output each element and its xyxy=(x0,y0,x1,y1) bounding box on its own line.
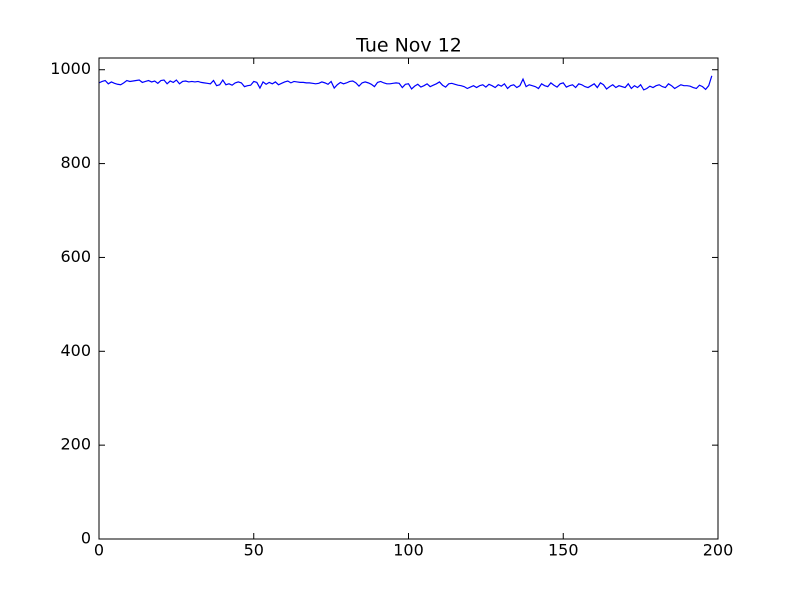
x-tick-label: 50 xyxy=(244,541,264,560)
y-tick-label: 400 xyxy=(60,341,91,360)
x-tick-label: 100 xyxy=(393,541,424,560)
x-tick-label: 0 xyxy=(94,541,104,560)
data-line xyxy=(98,75,713,91)
y-tick-label: 1000 xyxy=(50,59,91,78)
y-tick-label: 600 xyxy=(60,247,91,266)
chart-title: Tue Nov 12 xyxy=(355,35,462,57)
x-tick-label: 200 xyxy=(703,541,734,560)
y-tick-label: 200 xyxy=(60,435,91,454)
x-tick-label: 150 xyxy=(548,541,579,560)
y-tick-label: 800 xyxy=(60,153,91,172)
plot-frame xyxy=(98,57,719,540)
y-tick-label: 0 xyxy=(81,529,91,548)
